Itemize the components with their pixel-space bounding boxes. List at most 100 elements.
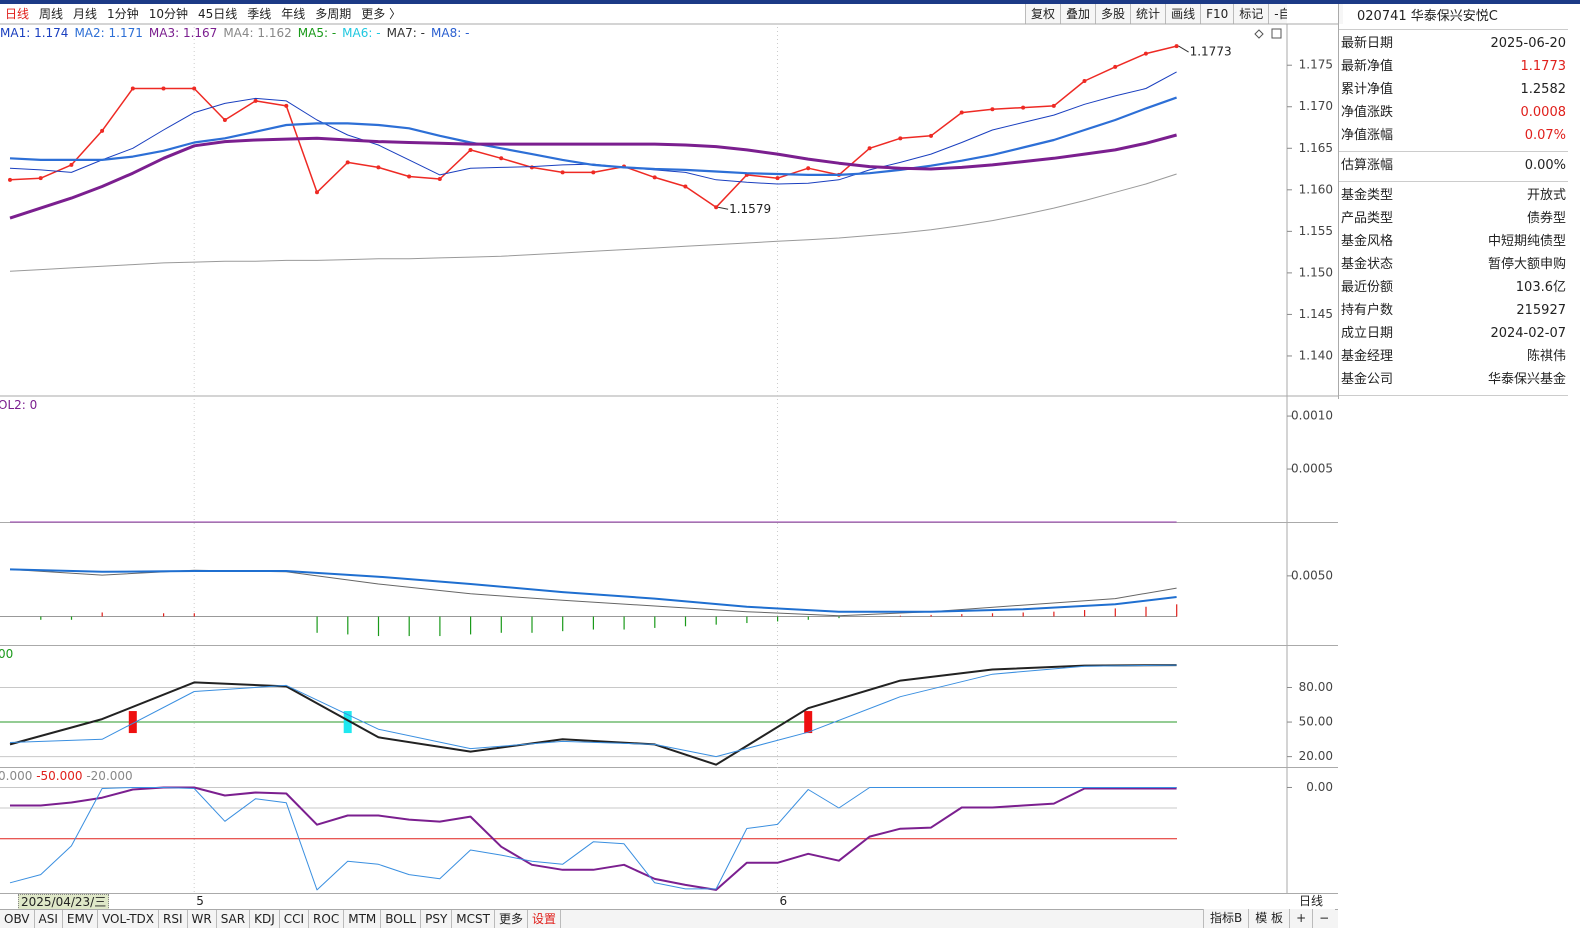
tool-button[interactable]: F10 [1200,4,1234,24]
info-label: 最近份额 [1341,280,1394,295]
indicator-tab[interactable]: PSY [421,910,453,928]
signal-marker [128,711,137,734]
chart-area: 1.175 1.170 1.165 1.160 1.155 1.150 1.145 1.140… [0,4,1338,893]
indicator-tab[interactable]: 模 板 [1248,909,1289,928]
tool-button[interactable]: 统计 [1130,4,1166,24]
indicator-tab[interactable]: 更多 [495,910,528,928]
info-row: 成立日期 2024-02-07 [1339,322,1568,345]
icon[interactable] [1271,28,1282,39]
info-panel: 020741 华泰保兴安悦C 最新日期 2025-06-20 最新净值 1.1773 累计… [1338,4,1568,399]
tool-button[interactable]: 多股 [1095,4,1131,24]
info-value: 中短期纯债型 [1487,234,1566,249]
info-row: 基金类型 开放式 [1339,184,1568,207]
period-tab[interactable]: 日线 [5,7,30,21]
series-line [9,133,1177,220]
point [1113,64,1118,69]
period-tab[interactable]: 季线 [247,7,272,21]
y-tick-label: 1.150 [1299,265,1333,279]
indicator-tab[interactable]: CCI [280,910,310,928]
info-row: 最新日期 2025-06-20 [1339,32,1568,55]
info-label: 基金风格 [1341,234,1394,249]
indicator-tab[interactable]: EMV [63,910,99,928]
indicator-tab[interactable]: + [1289,909,1312,928]
indicator-tab[interactable]: − [1312,909,1335,928]
macd-bar [562,616,564,632]
period-tab[interactable]: 年线 [281,7,306,21]
ma-item: MA1: 1.174 [0,26,68,42]
point [959,110,964,115]
tool-button[interactable]: 复权 [1025,4,1061,24]
indicator-tab[interactable]: SAR [217,910,251,928]
axis-corner: 日线 [1299,894,1324,908]
macd-bar [316,616,318,633]
ma-item: MA4: 1.162 [223,26,291,42]
point [38,176,43,181]
macd-bar [163,613,165,617]
cursor-date: 2025/04/23/三 [18,894,110,910]
indicator-label: 0.000 -50.000 -20.000 [0,769,133,783]
indicator-tab[interactable]: KDJ [250,910,280,928]
ma-item: MA3: 1.167 [149,26,217,42]
indicator-tab[interactable]: ASI [35,910,63,928]
ma-item: MA7: - [387,26,425,42]
point [560,170,565,175]
info-value: 2024-02-07 [1490,326,1566,341]
info-row: 净值涨跌 0.0008 [1339,101,1568,124]
indicator-tab[interactable]: ROC [309,910,345,928]
indicator-tab[interactable]: 设置 [528,910,562,928]
period-tab[interactable]: 45日线 [197,7,238,21]
point [591,170,596,175]
indicator-tab[interactable]: BOLL [381,910,422,928]
axis-column [1287,4,1338,893]
legend-item: -20.000 [86,769,132,783]
indicator-label: OL2: 0 [0,398,37,412]
macd-bar [1084,610,1086,617]
signal-marker [343,711,352,734]
title-stripe [0,0,1580,4]
info-label: 净值涨幅 [1341,128,1394,143]
period-tab[interactable]: 多周期 [315,7,352,21]
ma-value: 1.167 [182,26,218,40]
series-line [9,173,1177,272]
tool-button[interactable]: 画线 [1165,4,1201,24]
indicator-tab[interactable]: VOL-TDX [98,910,159,928]
macd-bar [1114,608,1116,617]
point [69,162,74,167]
y-tick-label: 50.00 [1299,715,1333,729]
indicator-tab[interactable]: OBV [0,910,35,928]
info-value: 开放式 [1526,188,1566,203]
point [1174,44,1179,49]
macd-bar [408,616,410,637]
info-group: 最新日期 2025-06-20 最新净值 1.1773 累计净值 1.2582 净值涨跌 0.… [1339,30,1568,152]
annotation-arrow [718,206,729,210]
series-line [9,664,1177,758]
point [683,184,688,189]
indicator-tab[interactable]: 指标B [1203,909,1248,928]
period-tab[interactable]: 周线 [39,7,64,21]
macd-bar [838,616,840,619]
period-tab[interactable]: 10分钟 [148,7,188,21]
tool-button[interactable]: 标记 [1233,4,1269,24]
ma-label: MA6: [342,26,373,40]
point [468,147,473,152]
ma-value: 1.174 [34,26,69,40]
period-tab[interactable]: 月线 [73,7,98,21]
macd-bar [684,616,687,627]
legend-item: -50.000 [36,769,82,783]
series-line [9,568,1177,613]
y-tick-label: 80.00 [1299,680,1333,694]
point [806,166,811,171]
info-label: 最新净值 [1341,59,1394,74]
indicator-tab[interactable]: MCST [452,910,495,928]
indicator-tab[interactable]: MTM [344,910,382,928]
point [437,177,442,182]
indicator-tab[interactable]: WR [188,910,217,928]
icon[interactable] [1254,29,1264,39]
indicator-tab[interactable]: RSI [159,910,188,928]
info-row: 最新净值 1.1773 [1339,55,1568,78]
tool-button[interactable]: 叠加 [1060,4,1096,24]
period-tab[interactable]: 1分钟 [107,7,139,21]
indicator-value: 0 [30,398,38,412]
period-tab[interactable]: 更多 〉 [361,7,402,21]
